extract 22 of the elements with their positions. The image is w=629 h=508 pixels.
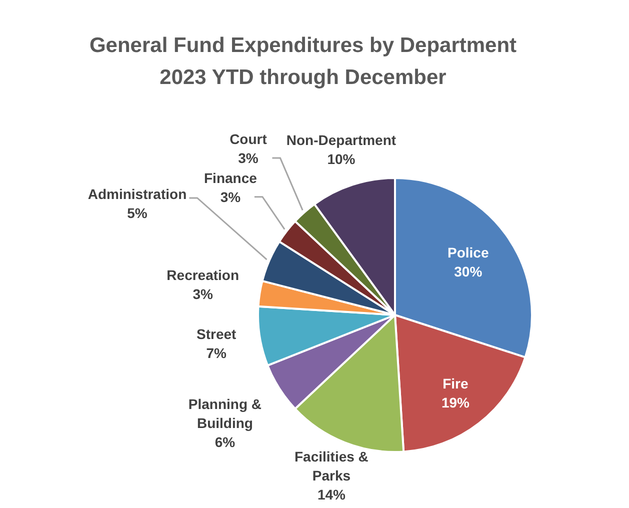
data-label: 3%: [238, 150, 259, 166]
data-label: 5%: [127, 204, 148, 221]
slice-label: Non-Department: [286, 132, 396, 148]
slice-label: Recreation: [166, 267, 240, 284]
slice-label: Facilities & Parks: [294, 448, 368, 484]
data-label: 19%: [441, 394, 470, 410]
slice-label: Court: [230, 131, 268, 148]
data-label: 10%: [327, 151, 356, 168]
slice-label: Fire: [442, 375, 469, 392]
data-label: 6%: [214, 434, 236, 450]
slice-label: Administration: [88, 186, 187, 202]
chart-title: General Fund Expenditures by Department: [88, 33, 518, 59]
data-label: 14%: [317, 486, 346, 502]
data-label: 3%: [220, 188, 242, 205]
slice-label: Finance: [204, 170, 258, 186]
data-label: 30%: [454, 263, 483, 280]
slice-label: Police: [448, 244, 489, 260]
slice-label: Street: [196, 326, 237, 342]
data-label: 3%: [192, 286, 214, 302]
data-label: 7%: [206, 344, 228, 361]
chart-subtitle: 2023 YTD through December: [158, 65, 448, 91]
slice-label: Planning & Building: [188, 396, 262, 431]
